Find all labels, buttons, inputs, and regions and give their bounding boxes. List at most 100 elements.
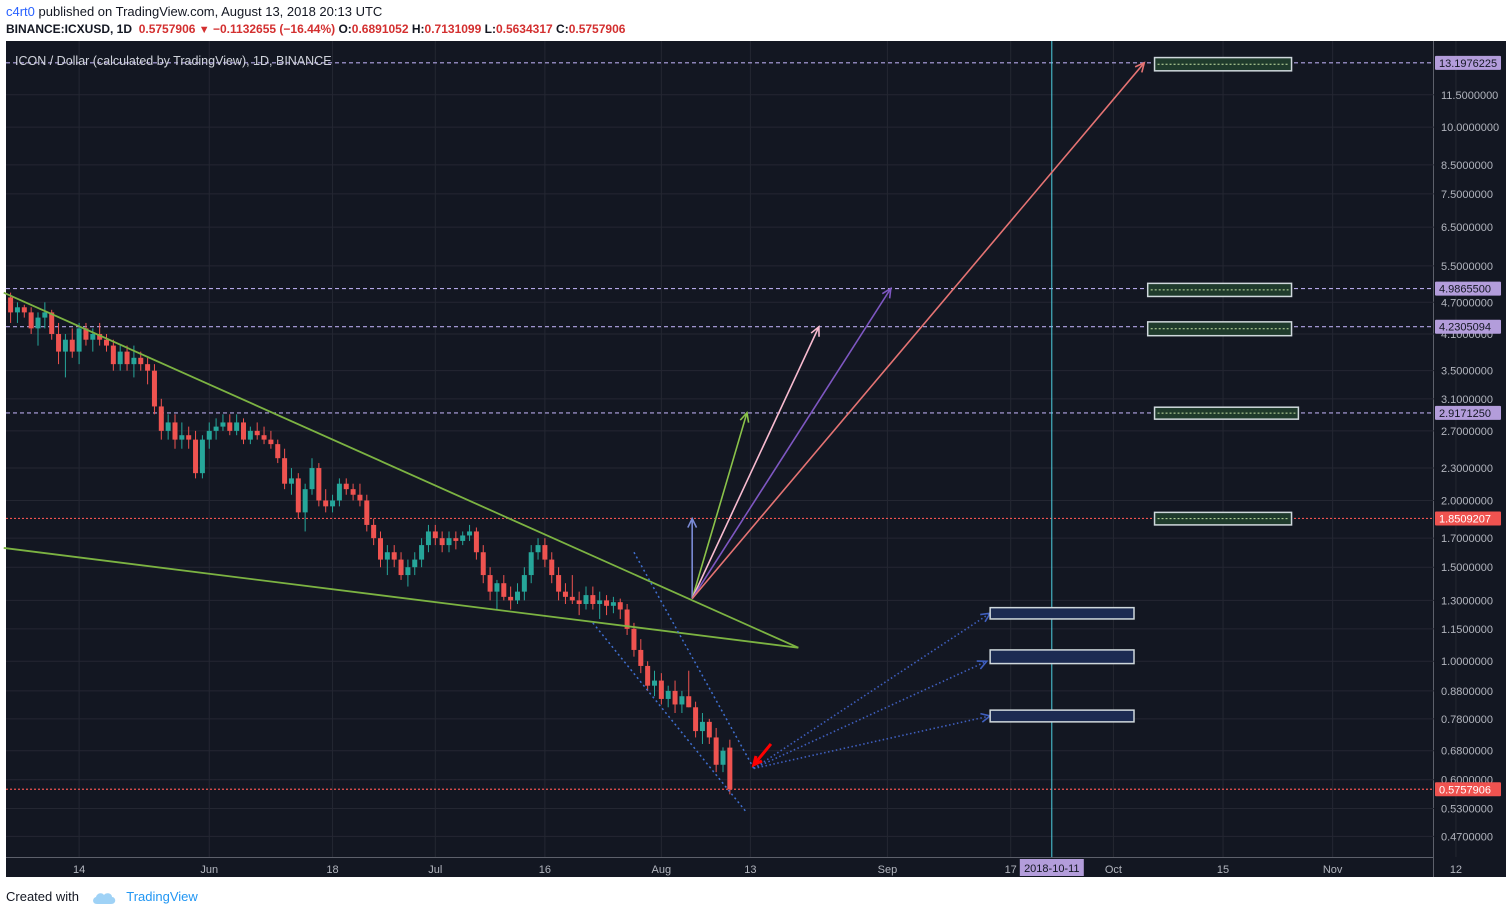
candle-down — [357, 494, 363, 501]
time-tick-label: 16 — [539, 864, 551, 876]
candle-down — [56, 333, 62, 352]
candle-down — [686, 696, 692, 708]
price-level-badge-label: 4.9865500 — [1439, 284, 1491, 296]
candle-up — [14, 307, 20, 313]
candle-up — [179, 435, 185, 440]
price-tick-label: 4.7000000 — [1441, 297, 1493, 309]
candle-down — [631, 628, 637, 650]
candle-down — [104, 339, 109, 346]
candle-down — [343, 483, 349, 490]
cloud-icon — [92, 892, 115, 904]
price-level-badge — [1435, 405, 1501, 420]
candle-up — [165, 422, 171, 431]
pointer-arrow — [752, 743, 773, 766]
candle-down — [275, 444, 281, 459]
tradingview-link[interactable]: TradingView — [126, 889, 198, 904]
candle-up — [610, 602, 616, 606]
time-tick-labels: 14 Jun 18 Jul 16 Aug 13 Sep 17 Oct 15 Nov 12 — [73, 864, 1462, 876]
candle-up — [117, 351, 123, 365]
candle-down — [227, 422, 233, 431]
price-tick-label: 3.1000000 — [1441, 394, 1493, 406]
price-axis[interactable] — [1434, 41, 1506, 877]
candle-up — [62, 339, 68, 352]
time-tick-label: Oct — [1105, 864, 1122, 876]
price-tick-label: 3.5000000 — [1441, 366, 1493, 378]
date-marker-label: 2018-10-11 — [1024, 863, 1079, 875]
candle-up — [528, 552, 534, 576]
candle-down — [378, 538, 383, 560]
candle-down — [727, 747, 733, 790]
arrowhead — [739, 410, 750, 423]
arrowhead — [881, 286, 892, 299]
target-boxes[interactable] — [989, 56, 1300, 723]
candle-up — [583, 595, 589, 604]
candle-down — [282, 458, 288, 484]
time-tick-label: 18 — [326, 864, 338, 876]
trendline — [3, 291, 799, 649]
price-tick-label: 1.3000000 — [1441, 595, 1493, 607]
candle-up — [302, 489, 308, 513]
candles — [8, 292, 733, 795]
candle-down — [241, 422, 246, 440]
footer: Created with TradingView — [6, 886, 198, 908]
price-tick-label: 2.3000000 — [1441, 463, 1493, 475]
price-tick-label: 1.7000000 — [1441, 533, 1493, 545]
price-tick-label: 1.5000000 — [1441, 562, 1493, 574]
arrowhead — [687, 516, 698, 528]
down-triangle-icon: ▼ — [198, 24, 210, 36]
price-tick-label: 5.5000000 — [1441, 261, 1493, 273]
candle-down — [323, 500, 329, 507]
candle-down — [268, 439, 274, 445]
low-label: L: — [484, 22, 496, 36]
candle-up — [446, 538, 452, 546]
candle-down — [371, 524, 377, 539]
price-level-badge-label: 4.2305094 — [1439, 322, 1491, 334]
candle-up — [199, 439, 205, 474]
published-line: c4rt0 published on TradingView.com, Augu… — [6, 3, 1506, 21]
candle-down — [706, 721, 712, 738]
target-arrow — [753, 612, 991, 770]
target-arrow — [753, 660, 988, 770]
target-box-blue — [989, 709, 1135, 723]
candle-down — [8, 297, 14, 313]
time-tick-label: 17 — [1005, 864, 1017, 876]
last-price: 0.5757906 — [138, 22, 196, 36]
price-tick-label: 0.5300000 — [1441, 804, 1493, 816]
target-box-blue — [989, 649, 1135, 665]
price-level-badge — [1435, 782, 1501, 797]
candle-down — [316, 468, 322, 501]
time-tick-label: Aug — [652, 864, 672, 876]
chart[interactable]: 2018-10-11 11.5000000 10.0000000 8.5000000… — [0, 40, 1511, 880]
candle-up — [679, 696, 685, 705]
candle-up — [494, 583, 500, 592]
price-tick-label: 10.0000000 — [1441, 122, 1499, 134]
channel-line — [592, 622, 748, 814]
close-value: 0.5757906 — [568, 22, 626, 36]
candle-down — [158, 406, 164, 431]
candle-up — [425, 531, 431, 546]
time-tick-label: 14 — [73, 864, 85, 876]
candle-down — [542, 545, 548, 560]
drawings[interactable] — [3, 61, 1146, 814]
candle-down — [432, 531, 438, 539]
time-tick-label: Nov — [1323, 864, 1343, 876]
open-value: 0.6891052 — [351, 22, 409, 36]
price-tick-label: 2.7000000 — [1441, 426, 1493, 438]
candle-up — [521, 575, 527, 592]
candle-down — [350, 489, 356, 495]
candle-down — [124, 351, 130, 365]
candle-down — [439, 538, 445, 546]
target-arrow — [691, 412, 748, 599]
ohlc-line: BINANCE:ICXUSD, 1D 0.5757906 ▼ −0.113265… — [6, 21, 1506, 38]
header: c4rt0 published on TradingView.com, Augu… — [6, 3, 1506, 38]
candle-up — [220, 422, 226, 427]
candle-up — [206, 430, 212, 440]
price-tick-label: 0.4700000 — [1441, 831, 1493, 843]
candle-down — [254, 430, 260, 436]
price-level-badge-label: 1.8509207 — [1439, 513, 1491, 525]
candle-down — [21, 307, 27, 313]
candle-down — [69, 339, 75, 352]
candle-down — [624, 609, 630, 629]
arrowhead — [1134, 61, 1146, 73]
author-link[interactable]: c4rt0 — [6, 4, 35, 19]
